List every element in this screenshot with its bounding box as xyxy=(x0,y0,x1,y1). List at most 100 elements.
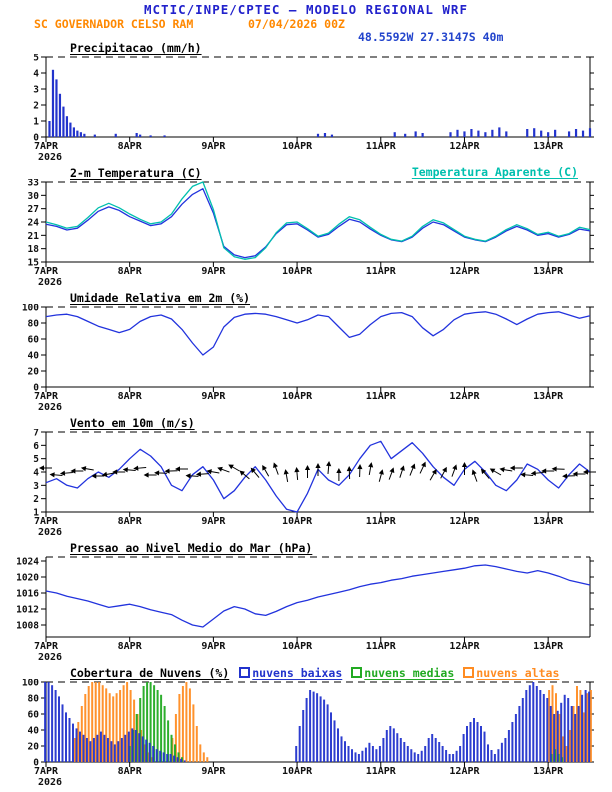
svg-text:0: 0 xyxy=(33,383,39,394)
svg-text:7APR: 7APR xyxy=(34,766,59,777)
svg-text:2026: 2026 xyxy=(38,277,62,288)
svg-text:9APR: 9APR xyxy=(201,766,226,777)
svg-text:11APR: 11APR xyxy=(366,641,397,652)
svg-text:10APR: 10APR xyxy=(282,766,313,777)
svg-text:18: 18 xyxy=(28,244,40,255)
svg-text:2026: 2026 xyxy=(38,402,62,413)
wind-chart: 1 2 3 4 5 6 7 7APR 8APR 9APR 10APR 11APR 12APR 13APR 2… xyxy=(33,429,596,538)
app-title: MCTIC/INPE/CPTEC — MODELO REGIONAL WRF xyxy=(144,2,468,17)
humidity-title: Umidade Relativa em 2m (%) xyxy=(70,291,251,305)
panel-cloud-cover: Cobertura de Nuvens (%) nuvens baixas nuve… xyxy=(0,665,612,790)
precipitation-title: Precipitacao (mm/h) xyxy=(70,41,202,55)
svg-text:3: 3 xyxy=(33,481,39,492)
svg-text:1016: 1016 xyxy=(16,589,39,600)
svg-text:0: 0 xyxy=(33,758,39,769)
svg-text:40: 40 xyxy=(28,351,40,362)
svg-text:2026: 2026 xyxy=(38,652,62,663)
svg-text:60: 60 xyxy=(28,710,40,721)
svg-text:4: 4 xyxy=(33,468,39,479)
cloud-cover-title: Cobertura de Nuvens (%) xyxy=(70,666,230,680)
svg-text:3: 3 xyxy=(33,85,39,96)
svg-text:7APR: 7APR xyxy=(34,641,59,652)
svg-text:9APR: 9APR xyxy=(201,516,226,527)
pressure-title: Pressao ao Nivel Medio do Mar (hPa) xyxy=(70,541,313,555)
svg-text:13APR: 13APR xyxy=(533,641,564,652)
svg-text:2: 2 xyxy=(33,494,39,505)
svg-text:12APR: 12APR xyxy=(449,391,480,402)
svg-text:9APR: 9APR xyxy=(201,641,226,652)
svg-text:12APR: 12APR xyxy=(449,766,480,777)
svg-text:2026: 2026 xyxy=(38,527,62,538)
svg-text:13APR: 13APR xyxy=(533,266,564,277)
svg-text:21: 21 xyxy=(28,231,40,242)
svg-text:10APR: 10APR xyxy=(282,391,313,402)
svg-text:10APR: 10APR xyxy=(282,141,313,152)
svg-text:1024: 1024 xyxy=(16,557,39,568)
header: MCTIC/INPE/CPTEC — MODELO REGIONAL WRF S… xyxy=(0,0,612,44)
svg-text:13APR: 13APR xyxy=(533,391,564,402)
svg-text:12APR: 12APR xyxy=(449,266,480,277)
svg-text:8APR: 8APR xyxy=(118,766,143,777)
apparent-temperature-label: Temperatura Aparente (C) xyxy=(411,165,578,179)
svg-text:7: 7 xyxy=(33,429,39,439)
low-clouds-legend-label: nuvens baixas xyxy=(252,666,343,680)
svg-text:80: 80 xyxy=(28,694,40,705)
svg-text:13APR: 13APR xyxy=(533,141,564,152)
svg-text:8APR: 8APR xyxy=(118,391,143,402)
svg-text:8APR: 8APR xyxy=(118,266,143,277)
temperature-title: 2-m Temperatura (C) xyxy=(70,166,202,180)
svg-text:12APR: 12APR xyxy=(449,516,480,527)
svg-text:8APR: 8APR xyxy=(118,516,143,527)
svg-text:11APR: 11APR xyxy=(366,141,397,152)
svg-text:5: 5 xyxy=(33,454,39,465)
high-clouds-legend-icon xyxy=(463,667,475,678)
svg-text:20: 20 xyxy=(28,367,40,378)
cloud-legend: nuvens baixas nuvens medias nuvens altas xyxy=(239,666,568,680)
high-clouds-legend-label: nuvens altas xyxy=(476,666,560,680)
svg-text:1: 1 xyxy=(33,508,39,519)
svg-text:10APR: 10APR xyxy=(282,641,313,652)
svg-text:11APR: 11APR xyxy=(366,391,397,402)
precipitation-chart: 0 1 2 3 4 5 7APR 8APR 9APR 10APR 11APR 12APR 13APR 20… xyxy=(33,54,594,163)
svg-text:0: 0 xyxy=(33,133,39,144)
svg-text:100: 100 xyxy=(22,304,39,314)
svg-text:11APR: 11APR xyxy=(366,766,397,777)
mid-clouds-legend-icon xyxy=(351,667,363,678)
svg-text:60: 60 xyxy=(28,335,40,346)
panel-precipitation: Precipitacao (mm/h) 0 1 2 3 4 5 7APR 8APR 9APR 10… xyxy=(0,40,612,165)
mid-clouds-legend-label: nuvens medias xyxy=(364,666,455,680)
svg-text:24: 24 xyxy=(28,218,40,229)
svg-text:9APR: 9APR xyxy=(201,266,226,277)
station-name: SC GOVERNADOR CELSO RAM xyxy=(34,17,194,31)
panel-humidity: Umidade Relativa em 2m (%) 0 20 40 60 80 100 7… xyxy=(0,290,612,415)
run-datetime: 07/04/2026 00Z xyxy=(248,17,345,31)
svg-text:8APR: 8APR xyxy=(118,141,143,152)
svg-text:9APR: 9APR xyxy=(201,141,226,152)
svg-text:15: 15 xyxy=(28,258,40,269)
svg-text:7APR: 7APR xyxy=(34,141,59,152)
svg-text:10APR: 10APR xyxy=(282,266,313,277)
svg-text:27: 27 xyxy=(28,204,39,215)
wind-title: Vento em 10m (m/s) xyxy=(70,416,195,430)
cloud-cover-chart: 0 20 40 60 80 100 7APR 8APR 9APR 10APR 11APR 12APR 1… xyxy=(22,679,594,788)
pressure-chart: 1008 1012 1016 1020 1024 7APR 8APR 9APR 10APR 11A… xyxy=(16,556,594,663)
svg-text:7APR: 7APR xyxy=(34,266,59,277)
temperature-chart: 15 18 21 24 27 30 33 7APR 8APR 9APR 10APR 11APR 12AP… xyxy=(28,179,594,288)
svg-text:40: 40 xyxy=(28,726,40,737)
svg-text:1: 1 xyxy=(33,117,39,128)
svg-text:1020: 1020 xyxy=(16,573,39,584)
panel-wind: Vento em 10m (m/s) 1 2 3 4 5 6 7 7APR 8APR 9APR 10… xyxy=(0,415,612,540)
svg-text:1008: 1008 xyxy=(16,621,39,632)
svg-text:8APR: 8APR xyxy=(118,641,143,652)
svg-text:6: 6 xyxy=(33,441,39,452)
svg-text:2026: 2026 xyxy=(38,152,62,163)
svg-text:100: 100 xyxy=(22,679,39,689)
svg-text:13APR: 13APR xyxy=(533,766,564,777)
svg-text:12APR: 12APR xyxy=(449,641,480,652)
station-coordinates: 48.5592W 27.3147S 40m xyxy=(358,30,504,44)
svg-text:1012: 1012 xyxy=(16,605,39,616)
svg-text:5: 5 xyxy=(33,54,39,64)
svg-text:2026: 2026 xyxy=(38,777,62,788)
panel-pressure: Pressao ao Nivel Medio do Mar (hPa) 1008… xyxy=(0,540,612,665)
